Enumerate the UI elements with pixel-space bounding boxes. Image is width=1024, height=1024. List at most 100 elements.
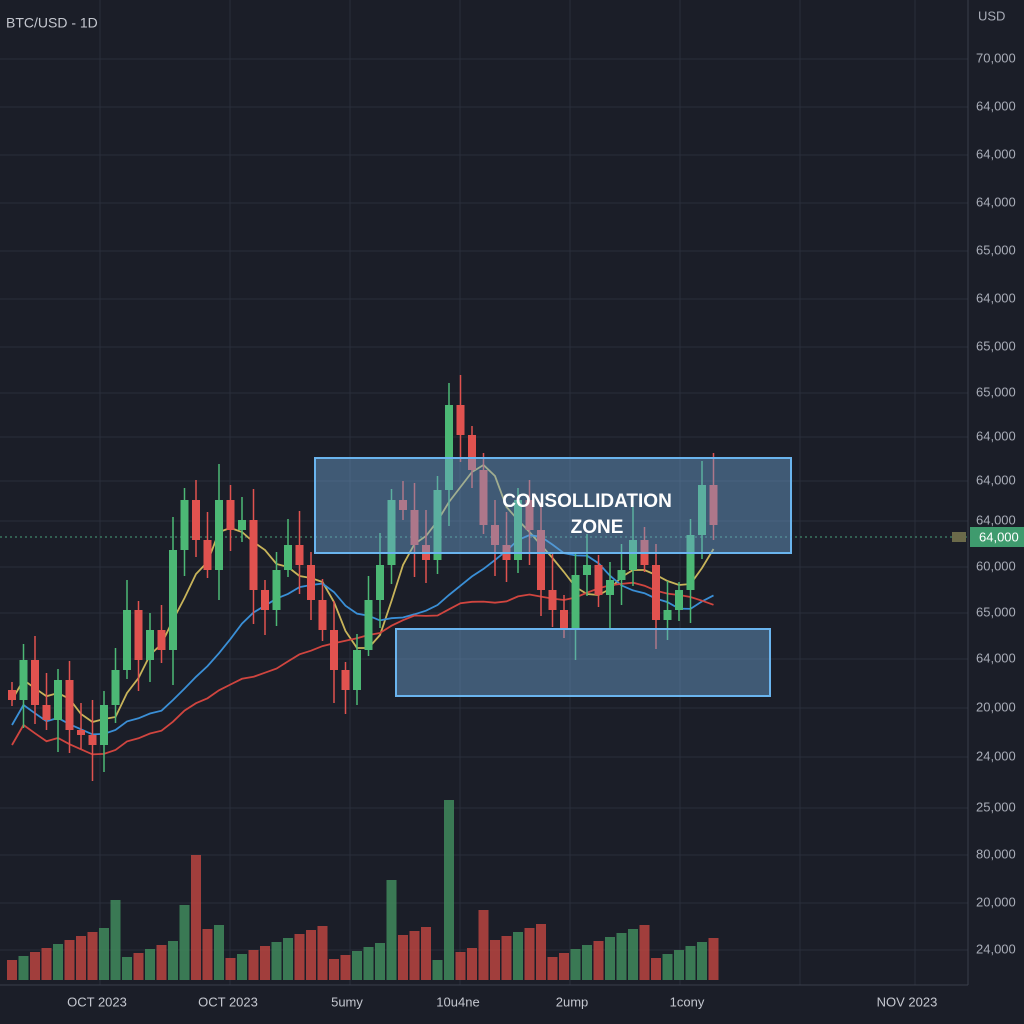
volume-bar	[53, 944, 63, 980]
volume-bar	[283, 938, 293, 980]
price-label: 24,000	[976, 941, 1016, 956]
date-label: 1cony	[670, 994, 705, 1009]
volume-bar	[248, 950, 259, 980]
candle-body	[560, 610, 568, 630]
candle-body	[249, 520, 258, 590]
candle-body	[514, 500, 522, 560]
volume-bar	[329, 959, 339, 980]
volume-bar	[191, 855, 201, 980]
candle-body	[617, 570, 626, 580]
candle-body	[42, 705, 51, 720]
candle-body	[284, 545, 292, 570]
candle-body	[31, 660, 39, 705]
candle-body	[479, 470, 488, 525]
volume-bar	[455, 952, 466, 980]
volume-bar	[271, 942, 282, 980]
candle-body	[525, 500, 534, 530]
candle-body	[65, 680, 74, 730]
volume-bar	[467, 948, 477, 980]
volume-bar	[168, 941, 178, 980]
volume-bar	[375, 943, 385, 980]
date-label: NOV 2023	[877, 994, 938, 1009]
candle-body	[663, 610, 672, 620]
volume-bar	[7, 960, 17, 980]
candle-body	[410, 510, 419, 545]
volume-bar	[593, 941, 604, 980]
candle-body	[445, 405, 453, 490]
volume-bar	[513, 932, 523, 980]
candle-body	[583, 565, 591, 575]
volume-bar	[409, 931, 420, 980]
volume-bar	[386, 880, 397, 980]
volume-bar	[363, 947, 374, 980]
volume-bar	[651, 958, 661, 980]
volume-bar	[99, 928, 109, 980]
candle-body	[238, 520, 246, 530]
volume-bar	[478, 910, 489, 980]
annotation: CONSOLLIDATION	[502, 491, 672, 512]
candle-body	[169, 550, 177, 650]
current-price: 64,000	[979, 529, 1019, 544]
candle-body	[376, 565, 384, 600]
candle-body	[652, 565, 660, 620]
candle-body	[698, 485, 706, 535]
volume-bar	[306, 930, 316, 980]
volume-bar	[570, 949, 581, 980]
volume-bar	[179, 905, 190, 980]
volume-bar	[225, 958, 236, 980]
candle-body	[272, 570, 281, 610]
volume-bar	[398, 935, 408, 980]
volume-bar	[133, 953, 144, 980]
candle-body	[491, 525, 499, 545]
price-label: 70,000	[976, 50, 1016, 65]
price-label: 64,000	[976, 98, 1016, 113]
support-zone	[395, 628, 771, 697]
volume-bar	[708, 938, 719, 980]
volume-bar	[490, 940, 500, 980]
candle-body	[364, 600, 373, 650]
candle-body	[307, 565, 315, 600]
candle-body	[261, 590, 269, 610]
candle-body	[134, 610, 143, 660]
price-label: 24,000	[976, 748, 1016, 763]
candle-body	[456, 405, 465, 435]
volume-bar	[156, 945, 167, 980]
axis-labels: 70,000 64,000 64,000 64,000 65,000 64,000 65,0…	[67, 50, 1016, 1009]
volume-bar	[294, 934, 305, 980]
volume-bar	[145, 949, 155, 980]
candle-body	[686, 535, 695, 590]
candle-body	[606, 580, 614, 595]
moving-average	[11, 534, 714, 736]
axis-unit: USD	[978, 8, 1005, 23]
candle-body	[341, 670, 350, 690]
consolidation-zone	[314, 457, 792, 554]
volume-bar	[64, 940, 75, 980]
candle-body	[88, 735, 97, 745]
candle-body	[215, 500, 223, 570]
volume-bar	[41, 948, 52, 980]
annotation: ZONE	[571, 517, 624, 538]
volume-bar	[685, 946, 696, 980]
price-label: 80,000	[976, 846, 1016, 861]
volume-bar	[260, 946, 270, 980]
volume-bar	[76, 936, 86, 980]
price-label: 64,000	[976, 428, 1016, 443]
candle-body	[399, 500, 407, 510]
candles	[8, 375, 718, 781]
price-label: 64,000	[976, 472, 1016, 487]
candle-body	[548, 590, 557, 610]
volume-bar	[639, 925, 650, 980]
candle-body	[330, 630, 338, 670]
candle-body	[123, 610, 131, 670]
price-label: 65,000	[976, 242, 1016, 257]
price-label: 65,000	[976, 338, 1016, 353]
candle-body	[226, 500, 235, 530]
volume	[7, 800, 719, 980]
price-label: 25,000	[976, 799, 1016, 814]
candle-body	[203, 540, 212, 570]
volume-bar	[697, 942, 707, 980]
candle-body	[192, 500, 200, 540]
volume-bar	[559, 953, 569, 980]
volume-bar	[582, 945, 592, 980]
price-label: 65,000	[976, 384, 1016, 399]
